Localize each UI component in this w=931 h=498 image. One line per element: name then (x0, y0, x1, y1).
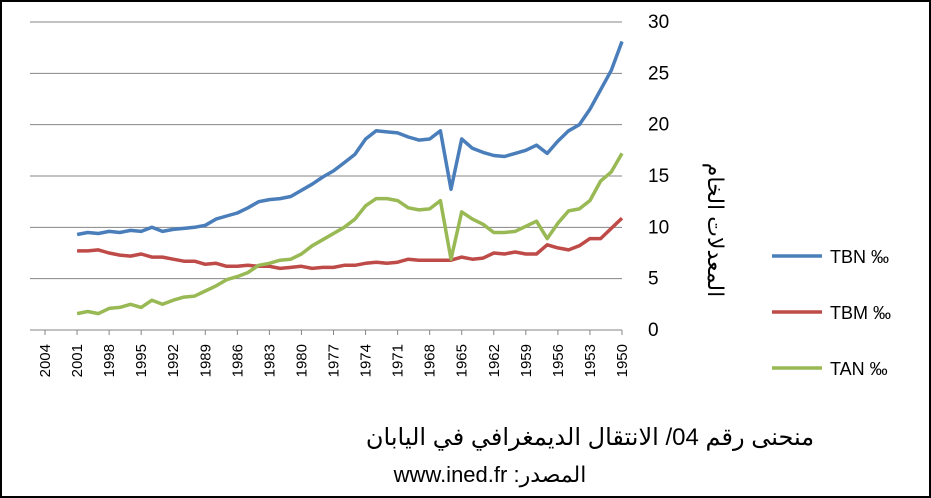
y-tick-label: 0 (648, 320, 659, 341)
x-tick-label: 1962 (486, 344, 503, 377)
x-tick-label: 1968 (422, 344, 439, 377)
series-line (77, 216, 624, 271)
x-tick-label: 1998 (101, 344, 118, 377)
x-tick-label: 1959 (518, 344, 535, 377)
y-axis-title: المعدلات الخام (703, 163, 728, 297)
legend-label: TBN ‰ (830, 247, 889, 267)
y-tick-label: 10 (648, 217, 669, 238)
x-tick-label: 1971 (390, 344, 407, 377)
x-tick-label: 2001 (69, 344, 86, 377)
x-tick-label: 1950 (614, 344, 631, 377)
x-tick-label: 1995 (133, 344, 150, 377)
x-tick-label: 1977 (326, 344, 343, 377)
x-tick-label: 1965 (454, 344, 471, 377)
chart-title: منحنى رقم 04/ الانتقال الديمغرافي في الي… (366, 424, 814, 451)
y-tick-label: 15 (648, 166, 669, 187)
x-tick-label: 1992 (165, 344, 182, 377)
y-tick-label: 30 (648, 12, 669, 33)
x-tick-label: 1974 (358, 344, 375, 377)
x-tick-label: 1953 (582, 344, 599, 377)
legend-label: TAN ‰ (830, 359, 888, 379)
y-tick-label: 5 (648, 269, 659, 290)
y-tick-label: 25 (648, 63, 669, 84)
x-tick-label: 1983 (261, 344, 278, 377)
series-line (76, 40, 624, 237)
x-tick-label: 1956 (550, 344, 567, 377)
series-line (76, 152, 624, 316)
x-tick-label: 2004 (37, 344, 54, 377)
legend-label: TBM ‰ (830, 303, 891, 323)
y-tick-label: 20 (648, 115, 669, 136)
x-tick-label: 1980 (293, 344, 310, 377)
chart-subtitle: المصدر: www.ined.fr (393, 462, 587, 487)
x-tick-label: 1989 (197, 344, 214, 377)
x-tick-label: 1986 (229, 344, 246, 377)
